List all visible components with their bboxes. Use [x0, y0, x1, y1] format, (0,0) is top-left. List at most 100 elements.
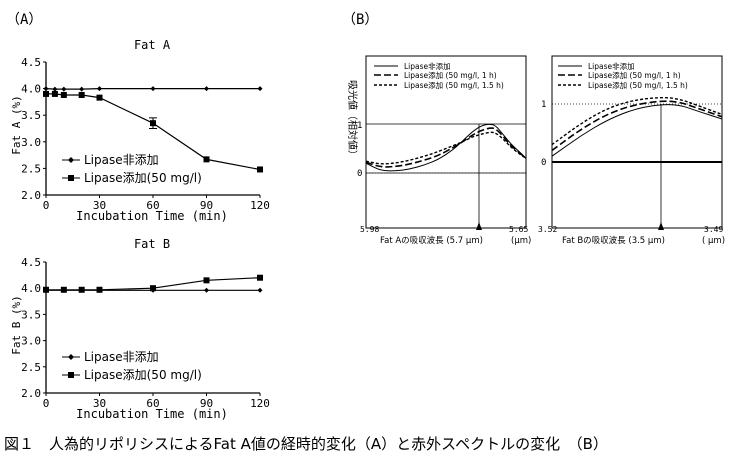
x-tick-label: 30 — [93, 397, 106, 410]
legend: Lipase非添加 Lipase添加(50 mg/l) — [62, 350, 202, 382]
figure-caption: 図１ 人為的リポリシスによるFat A値の経時的変化（A）と赤外スペクトルの変化… — [4, 435, 608, 453]
chart-title: Fat A — [134, 38, 171, 52]
x-axis-unit: (μm) — [511, 236, 531, 246]
legend-marker-diamond — [68, 354, 74, 360]
spectrum-curve — [551, 100, 723, 152]
panel-a-label: （A） — [6, 12, 42, 28]
y-tick-label: 3.0 — [21, 136, 41, 149]
data-point-diamond — [257, 287, 263, 293]
legend-label: Lipase非添加 — [588, 61, 635, 71]
data-point-diamond — [204, 287, 209, 293]
x-axis-label: Fat Bの吸収波長 (3.5 μm) — [562, 235, 665, 246]
y-axis-label: Fat B (%) — [10, 295, 23, 355]
data-point-diamond — [204, 86, 209, 92]
spectrum-fat-a: 1 0 Lipase非添加 Lipase添加 (50 mg/l, 1 h) Li… — [357, 55, 531, 246]
x-range-end: 3.49 — [704, 225, 723, 234]
x-axis-unit: ( μm) — [702, 236, 725, 246]
chart-title: Fat B — [134, 237, 170, 251]
x-range-start: 5.98 — [360, 225, 379, 234]
data-point-diamond — [257, 86, 263, 92]
y-tick-label: 1 — [357, 121, 362, 131]
x-tick-label: 90 — [200, 397, 213, 410]
legend-marker-square — [68, 372, 74, 378]
data-point-square — [43, 286, 49, 293]
legend-label-control: Lipase非添加 — [84, 350, 159, 364]
spectrum-curve — [365, 127, 527, 168]
peak-arrow-icon — [476, 222, 482, 230]
legend-label: Lipase添加 (50 mg/l, 1 h) — [588, 70, 681, 80]
y-tick-label: 4.5 — [21, 56, 41, 69]
x-axis-label: Incubation Time (min) — [76, 407, 228, 421]
legend-label: Lipase非添加 — [404, 61, 451, 71]
x-axis-label: Fat Aの吸収波長 (5.7 μm) — [380, 235, 483, 246]
x-tick-label: 90 — [200, 199, 213, 212]
data-point-square — [203, 156, 210, 163]
x-tick-label: 60 — [146, 199, 159, 212]
legend-label-control: Lipase非添加 — [84, 153, 159, 167]
peak-arrow-icon — [658, 222, 664, 230]
spectrum-curve — [551, 104, 723, 157]
data-point-square — [60, 91, 67, 98]
legend: Lipase非添加 Lipase添加 (50 mg/l, 1 h) Lipase… — [374, 61, 504, 90]
legend-label: Lipase添加 (50 mg/l, 1.5 h) — [404, 80, 504, 90]
spectrum-fat-b: 1 0 Lipase非添加 Lipase添加 (50 mg/l, 1 h) Li… — [538, 55, 725, 246]
spectrum-curve — [365, 123, 527, 172]
spectrum-curve — [551, 96, 723, 146]
y-tick-label: 3.0 — [21, 335, 41, 348]
y-tick-label: 2.5 — [21, 162, 41, 175]
x-tick-label: 120 — [250, 397, 270, 410]
legend-label: Lipase添加 (50 mg/l, 1.5 h) — [588, 80, 688, 90]
chart-fat-b: Fat B Fat B (%) 2.0 2.5 3.0 3.5 4.0 4.5 0 30 60… — [10, 237, 270, 421]
x-tick-label: 30 — [93, 199, 106, 212]
plot-frame — [365, 55, 527, 229]
y-tick-label: 2.0 — [21, 189, 41, 202]
x-range-end: 5.65 — [509, 225, 528, 234]
y-tick-label: 2.0 — [21, 387, 41, 400]
x-tick-label: 120 — [250, 199, 270, 212]
data-point-diamond — [97, 86, 102, 92]
y-tick-label: 3.5 — [21, 109, 41, 122]
data-point-square — [96, 94, 103, 101]
y-tick-label: 4.0 — [21, 83, 41, 96]
legend-marker-diamond — [68, 157, 74, 163]
data-point-square — [51, 90, 58, 97]
y-tick-label: 0 — [357, 169, 362, 179]
data-point-square — [78, 91, 85, 98]
y-tick-label: 1 — [541, 100, 546, 110]
legend: Lipase非添加 Lipase添加(50 mg/l) — [62, 153, 202, 185]
chart-fat-a: Fat A Fat A (%) 2.0 2.5 3.0 3.5 4.0 4.5 0 30 60… — [10, 38, 270, 223]
panel-b-label: （B） — [342, 12, 378, 28]
plot-frame — [551, 55, 723, 229]
legend-label-lipase: Lipase添加(50 mg/l) — [84, 171, 202, 185]
y-axis-label: Fat A (%) — [10, 95, 23, 155]
legend: Lipase非添加 Lipase添加 (50 mg/l, 1 h) Lipase… — [558, 61, 688, 90]
data-point-diamond — [43, 86, 49, 92]
y-tick-label: 3.5 — [21, 308, 41, 321]
data-point-square — [96, 286, 103, 293]
x-tick-label: 0 — [43, 199, 50, 212]
y-tick-label: 4.5 — [21, 256, 41, 269]
legend-label: Lipase添加 (50 mg/l, 1 h) — [404, 70, 497, 80]
legend-label-lipase: Lipase添加(50 mg/l) — [84, 368, 202, 382]
data-point-diamond — [79, 86, 85, 92]
data-point-diamond — [150, 86, 156, 92]
data-point-square — [257, 166, 263, 173]
x-tick-label: 60 — [146, 397, 159, 410]
y-tick-label: 0 — [541, 158, 546, 168]
data-point-square — [60, 286, 67, 293]
data-point-square — [257, 274, 263, 281]
data-point-diamond — [52, 86, 58, 92]
x-range-start: 3.52 — [538, 225, 557, 234]
data-point-square — [78, 286, 85, 293]
x-tick-label: 0 — [43, 397, 50, 410]
data-point-square — [150, 120, 156, 127]
y-tick-label: 2.5 — [21, 361, 41, 374]
legend-marker-square — [68, 175, 74, 181]
y-tick-label: 4.0 — [21, 282, 41, 295]
spectrum-curve — [365, 131, 527, 165]
data-point-square — [150, 285, 156, 292]
y-axis-label-absorbance: 吸光値（相対値） — [346, 80, 359, 160]
data-point-square — [43, 90, 49, 97]
data-point-diamond — [61, 86, 67, 92]
